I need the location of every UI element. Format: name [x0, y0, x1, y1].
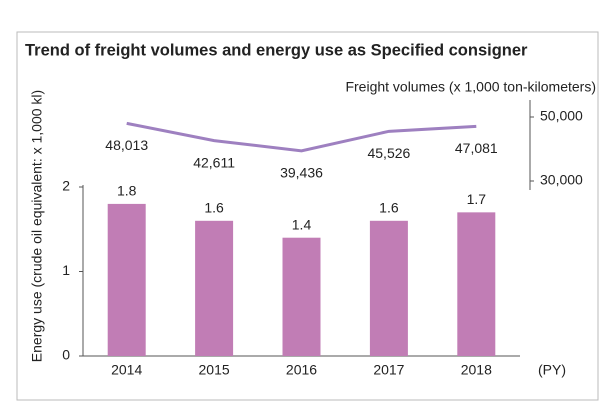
bar: [282, 237, 321, 356]
line-value-label: 42,611: [193, 154, 235, 170]
y-tick-label: 1: [62, 262, 70, 278]
x-tick-label: 2018: [461, 362, 492, 378]
x-tick-label: 2017: [373, 362, 404, 378]
bar-value-label: 1.4: [292, 216, 312, 232]
x-tick-label: 2015: [199, 362, 230, 378]
y-tick-label: 2: [62, 178, 70, 194]
bar: [195, 220, 234, 356]
y2-tick-label: 50,000: [540, 108, 583, 124]
bar-value-label: 1.7: [467, 191, 487, 207]
x-axis-label: (PY): [538, 362, 566, 378]
y2-axis-label: Freight volumes (x 1,000 ton-kilometers): [345, 79, 596, 95]
line-value-label: 39,436: [280, 165, 323, 181]
bar-value-label: 1.6: [204, 200, 224, 216]
x-tick-label: 2016: [286, 362, 317, 378]
y2-tick-label: 30,000: [540, 172, 583, 188]
frame: [16, 31, 599, 401]
y-tick-label: 0: [62, 347, 70, 363]
bar-value-label: 1.8: [117, 183, 137, 199]
bar: [369, 220, 408, 356]
chart-title: Trend of freight volumes and energy use …: [25, 41, 528, 59]
y-axis-label: Energy use (crude oil equivalent: x 1,00…: [29, 90, 45, 362]
bar-value-label: 1.6: [379, 200, 399, 216]
line-value-label: 45,526: [367, 145, 410, 161]
bar: [457, 212, 496, 356]
line-value-label: 48,013: [105, 137, 148, 153]
line-value-label: 47,081: [455, 140, 498, 156]
x-tick-label: 2014: [111, 362, 142, 378]
bar: [107, 203, 146, 356]
line: [126, 121, 477, 153]
